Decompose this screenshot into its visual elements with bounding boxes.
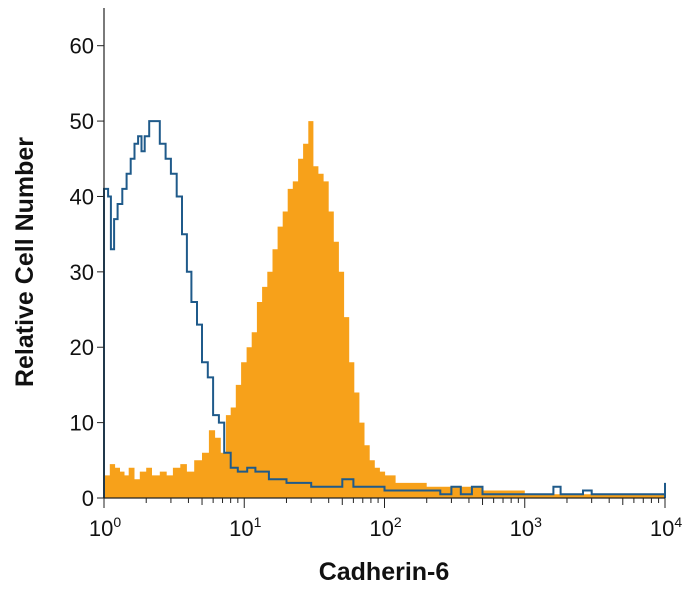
x-axis-title: Cadherin-6 bbox=[319, 558, 450, 586]
filled-histogram-series bbox=[104, 121, 665, 498]
y-tick-label: 50 bbox=[70, 109, 94, 134]
x-tick-label: 101 bbox=[229, 514, 261, 541]
y-tick-label: 20 bbox=[70, 335, 94, 360]
y-tick-label: 60 bbox=[70, 34, 94, 59]
y-axis-title: Relative Cell Number bbox=[11, 137, 39, 387]
x-tick-label: 104 bbox=[650, 514, 682, 541]
y-tick-label: 10 bbox=[70, 411, 94, 436]
x-tick-label: 102 bbox=[369, 514, 401, 541]
outline-histogram-series bbox=[103, 120, 666, 498]
y-tick-label: 30 bbox=[70, 260, 94, 285]
y-tick-label: 0 bbox=[82, 486, 94, 511]
x-tick-label: 100 bbox=[89, 514, 121, 541]
y-tick-label: 40 bbox=[70, 184, 94, 209]
x-tick-label: 103 bbox=[510, 514, 542, 541]
